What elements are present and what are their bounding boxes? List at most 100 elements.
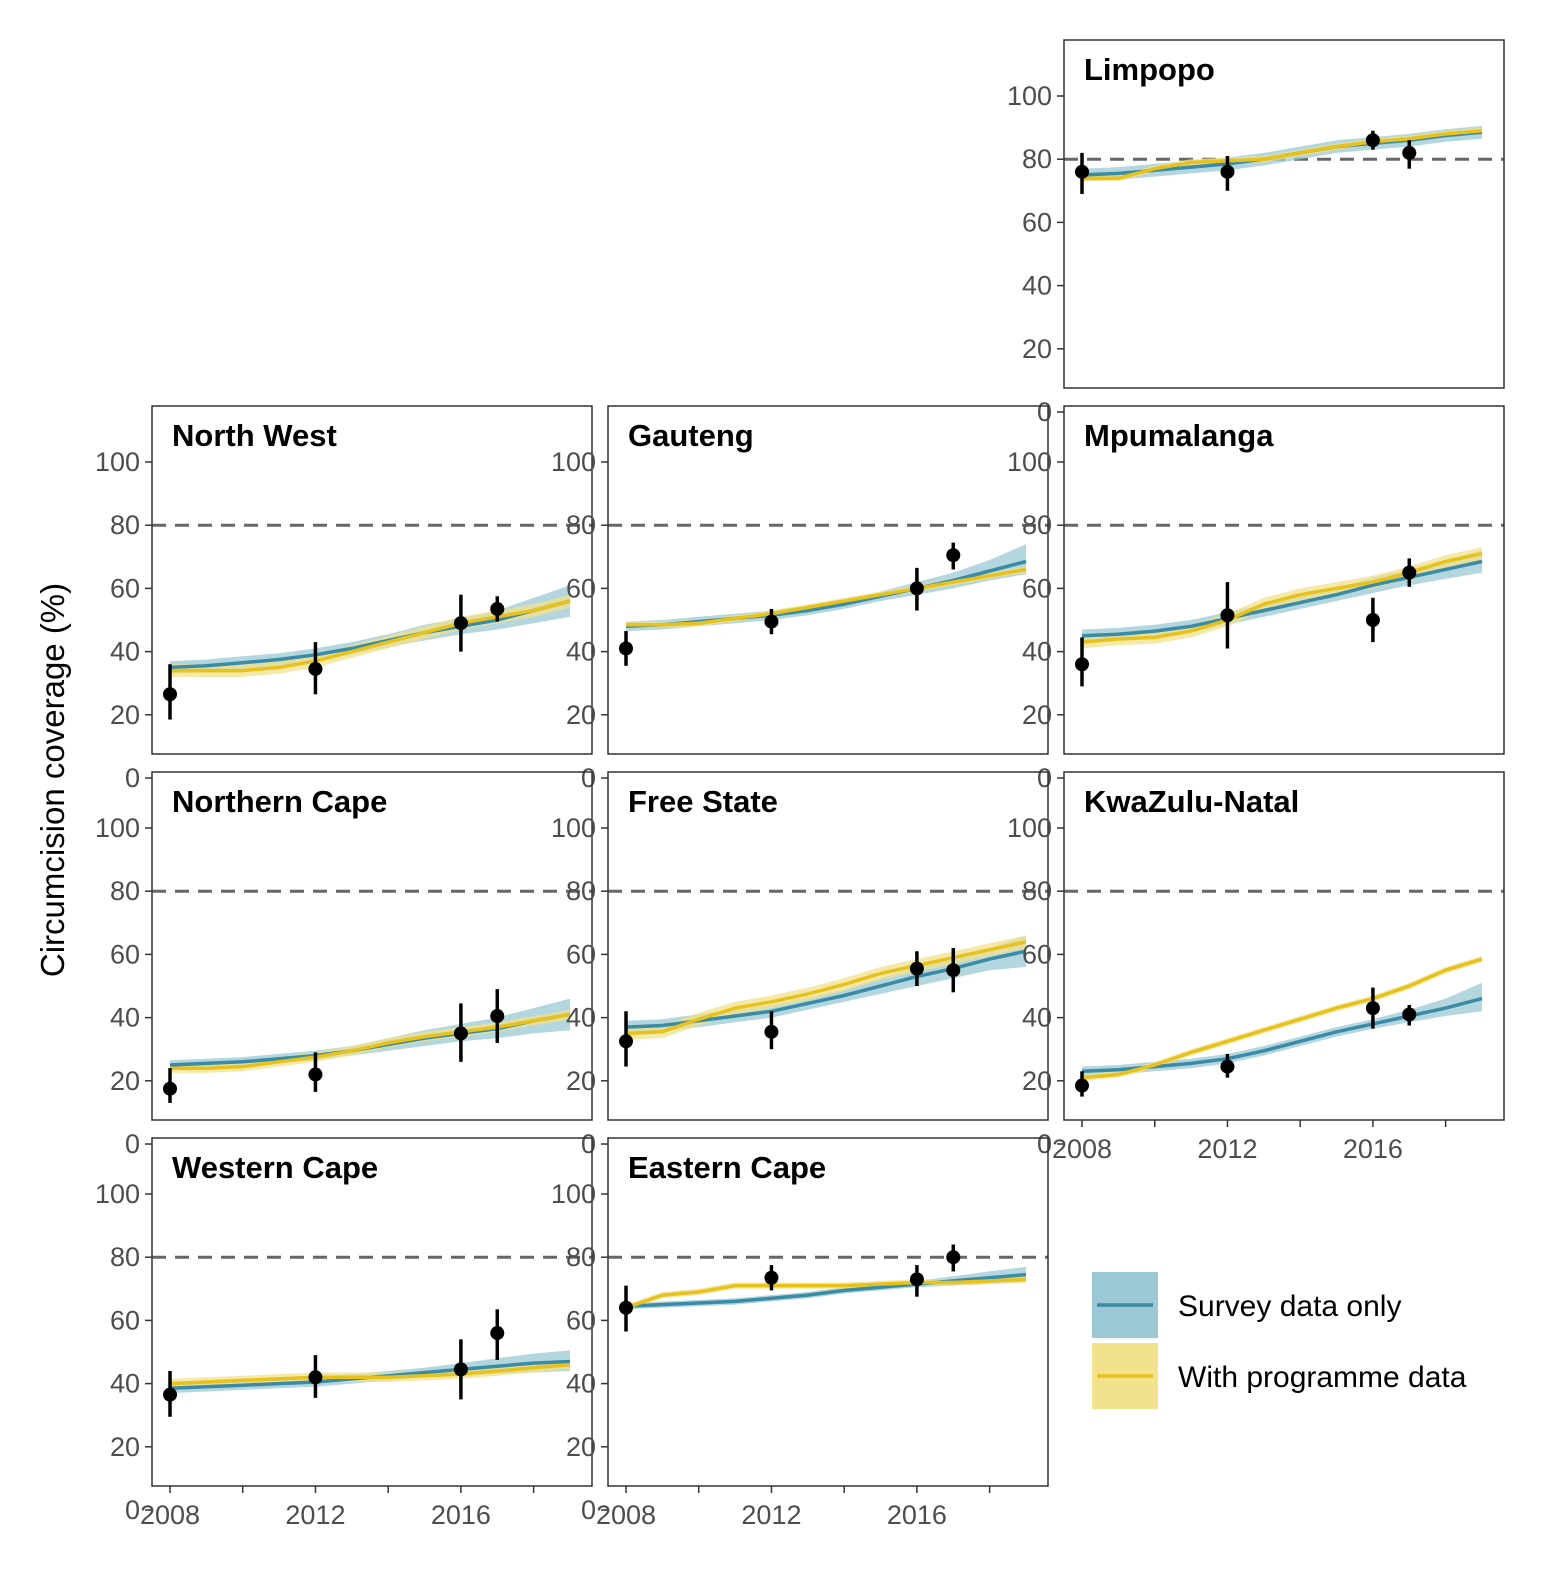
x-tick-label: 2016 <box>1343 1134 1403 1164</box>
panel-kwazulu-natal: KwaZulu-Natal 0 20 40 60 80 100 2008 2012 2016 <box>1007 771 1505 1164</box>
observed-point <box>1075 164 1089 179</box>
observed-point <box>1220 164 1235 179</box>
y-tick-label: 100 <box>551 1179 596 1209</box>
y-tick-label: 60 <box>110 939 140 969</box>
y-tick-label: 80 <box>110 1242 140 1272</box>
observed-point <box>490 601 505 616</box>
panel-frame <box>151 771 593 1121</box>
panel-title: North West <box>172 418 337 453</box>
panels: Limpopo 0 20 40 60 80 100 North West 0 20 40 60 80 10… <box>95 39 1505 1530</box>
y-tick-label: 0 <box>125 763 140 793</box>
observed-point <box>1075 1078 1089 1093</box>
y-tick-label: 40 <box>1022 271 1052 301</box>
x-tick-label: 2012 <box>1197 1134 1257 1164</box>
y-tick-label: 0 <box>581 763 596 793</box>
panel-gauteng: Gauteng 0 20 40 60 80 100 <box>551 405 1049 793</box>
y-tick-label: 40 <box>1022 1003 1052 1033</box>
panel-eastern-cape: Eastern Cape 0 20 40 60 80 100 2008 2012 2016 <box>551 1137 1049 1530</box>
observed-point <box>909 961 924 976</box>
programme-band <box>170 1359 570 1389</box>
observed-point <box>1365 1001 1380 1016</box>
programme-line <box>626 567 1027 627</box>
panel-title: Eastern Cape <box>628 1150 826 1185</box>
y-tick-label: 0 <box>1037 763 1052 793</box>
observed-point <box>946 963 961 978</box>
y-tick-label: 100 <box>95 447 140 477</box>
survey-band <box>170 998 570 1070</box>
y-tick-label: 20 <box>566 700 596 730</box>
x-tick-label: 2008 <box>596 1500 656 1530</box>
panel-title: Free State <box>628 784 778 819</box>
y-tick-label: 20 <box>566 1432 596 1462</box>
panel-free-state: Free State 0 20 40 60 80 100 <box>551 771 1049 1159</box>
y-tick-label: 60 <box>1022 939 1052 969</box>
programme-line <box>169 1362 571 1386</box>
observed-point <box>1075 657 1089 672</box>
legend-label: Survey data only <box>1178 1290 1401 1323</box>
panel-title: KwaZulu-Natal <box>1084 784 1299 819</box>
observed-point <box>490 1326 505 1341</box>
y-tick-label: 60 <box>566 939 596 969</box>
programme-line <box>1081 957 1483 1080</box>
observed-point <box>490 1009 505 1024</box>
x-tick-label: 2008 <box>1052 1134 1112 1164</box>
y-tick-label: 20 <box>1022 700 1052 730</box>
panel-western-cape: Western Cape 0 20 40 60 80 100 2008 2012 2016 <box>95 1137 593 1530</box>
programme-line <box>170 599 571 673</box>
panel-frame <box>607 771 1049 1121</box>
observed-point <box>619 1034 633 1049</box>
observed-point <box>308 661 323 676</box>
y-tick-label: 20 <box>110 700 140 730</box>
y-tick-label: 20 <box>110 1432 140 1462</box>
panel-northern-cape: Northern Cape 0 20 40 60 80 100 <box>95 771 593 1159</box>
panel-title: Gauteng <box>628 418 754 453</box>
panel-frame <box>151 1137 593 1487</box>
y-tick-label: 100 <box>551 447 596 477</box>
x-tick-label: 2008 <box>140 1500 200 1530</box>
observed-point <box>163 687 177 702</box>
y-tick-label: 80 <box>1022 876 1052 906</box>
survey-line <box>169 599 571 670</box>
observed-point <box>163 1081 177 1096</box>
observed-point <box>1365 613 1380 627</box>
panel-frame <box>1063 39 1505 389</box>
y-tick-label: 80 <box>110 510 140 540</box>
y-tick-label: 100 <box>95 1179 140 1209</box>
observed-point <box>1402 565 1417 580</box>
observed-point <box>764 1270 779 1285</box>
programme-line <box>625 1277 1027 1310</box>
panel-title: Limpopo <box>1084 52 1215 87</box>
panel-title: Western Cape <box>172 1150 378 1185</box>
observed-point <box>1220 1059 1235 1074</box>
y-tick-label: 20 <box>566 1066 596 1096</box>
y-tick-label: 60 <box>566 573 596 603</box>
y-tick-label: 60 <box>110 1305 140 1335</box>
y-tick-label: 40 <box>110 1003 140 1033</box>
panel-limpopo: Limpopo 0 20 40 60 80 100 <box>1007 39 1505 427</box>
observed-point <box>909 581 924 596</box>
legend: Survey data only With programme data <box>1092 1272 1467 1409</box>
y-tick-label: 20 <box>110 1066 140 1096</box>
programme-line <box>1082 129 1483 180</box>
y-tick-label: 60 <box>1022 207 1052 237</box>
y-tick-label: 60 <box>110 573 140 603</box>
y-tick-label: 100 <box>1007 447 1052 477</box>
y-tick-label: 20 <box>1022 334 1052 364</box>
y-tick-label: 80 <box>110 876 140 906</box>
observed-point <box>909 1272 924 1287</box>
y-tick-label: 40 <box>110 1369 140 1399</box>
y-tick-label: 60 <box>1022 573 1052 603</box>
y-tick-label: 40 <box>1022 637 1052 667</box>
legend-item-programme: With programme data <box>1092 1343 1467 1409</box>
x-tick-label: 2012 <box>741 1500 801 1530</box>
survey-band <box>170 585 570 674</box>
panel-mpumalanga: Mpumalanga 0 20 40 60 80 100 <box>1007 405 1505 793</box>
observed-point <box>163 1387 177 1402</box>
observed-point <box>1365 133 1380 148</box>
y-tick-label: 0 <box>125 1129 140 1159</box>
y-tick-label: 80 <box>566 510 596 540</box>
programme-band <box>170 594 570 677</box>
panel-frame <box>1063 771 1505 1121</box>
observed-point <box>1402 145 1417 160</box>
